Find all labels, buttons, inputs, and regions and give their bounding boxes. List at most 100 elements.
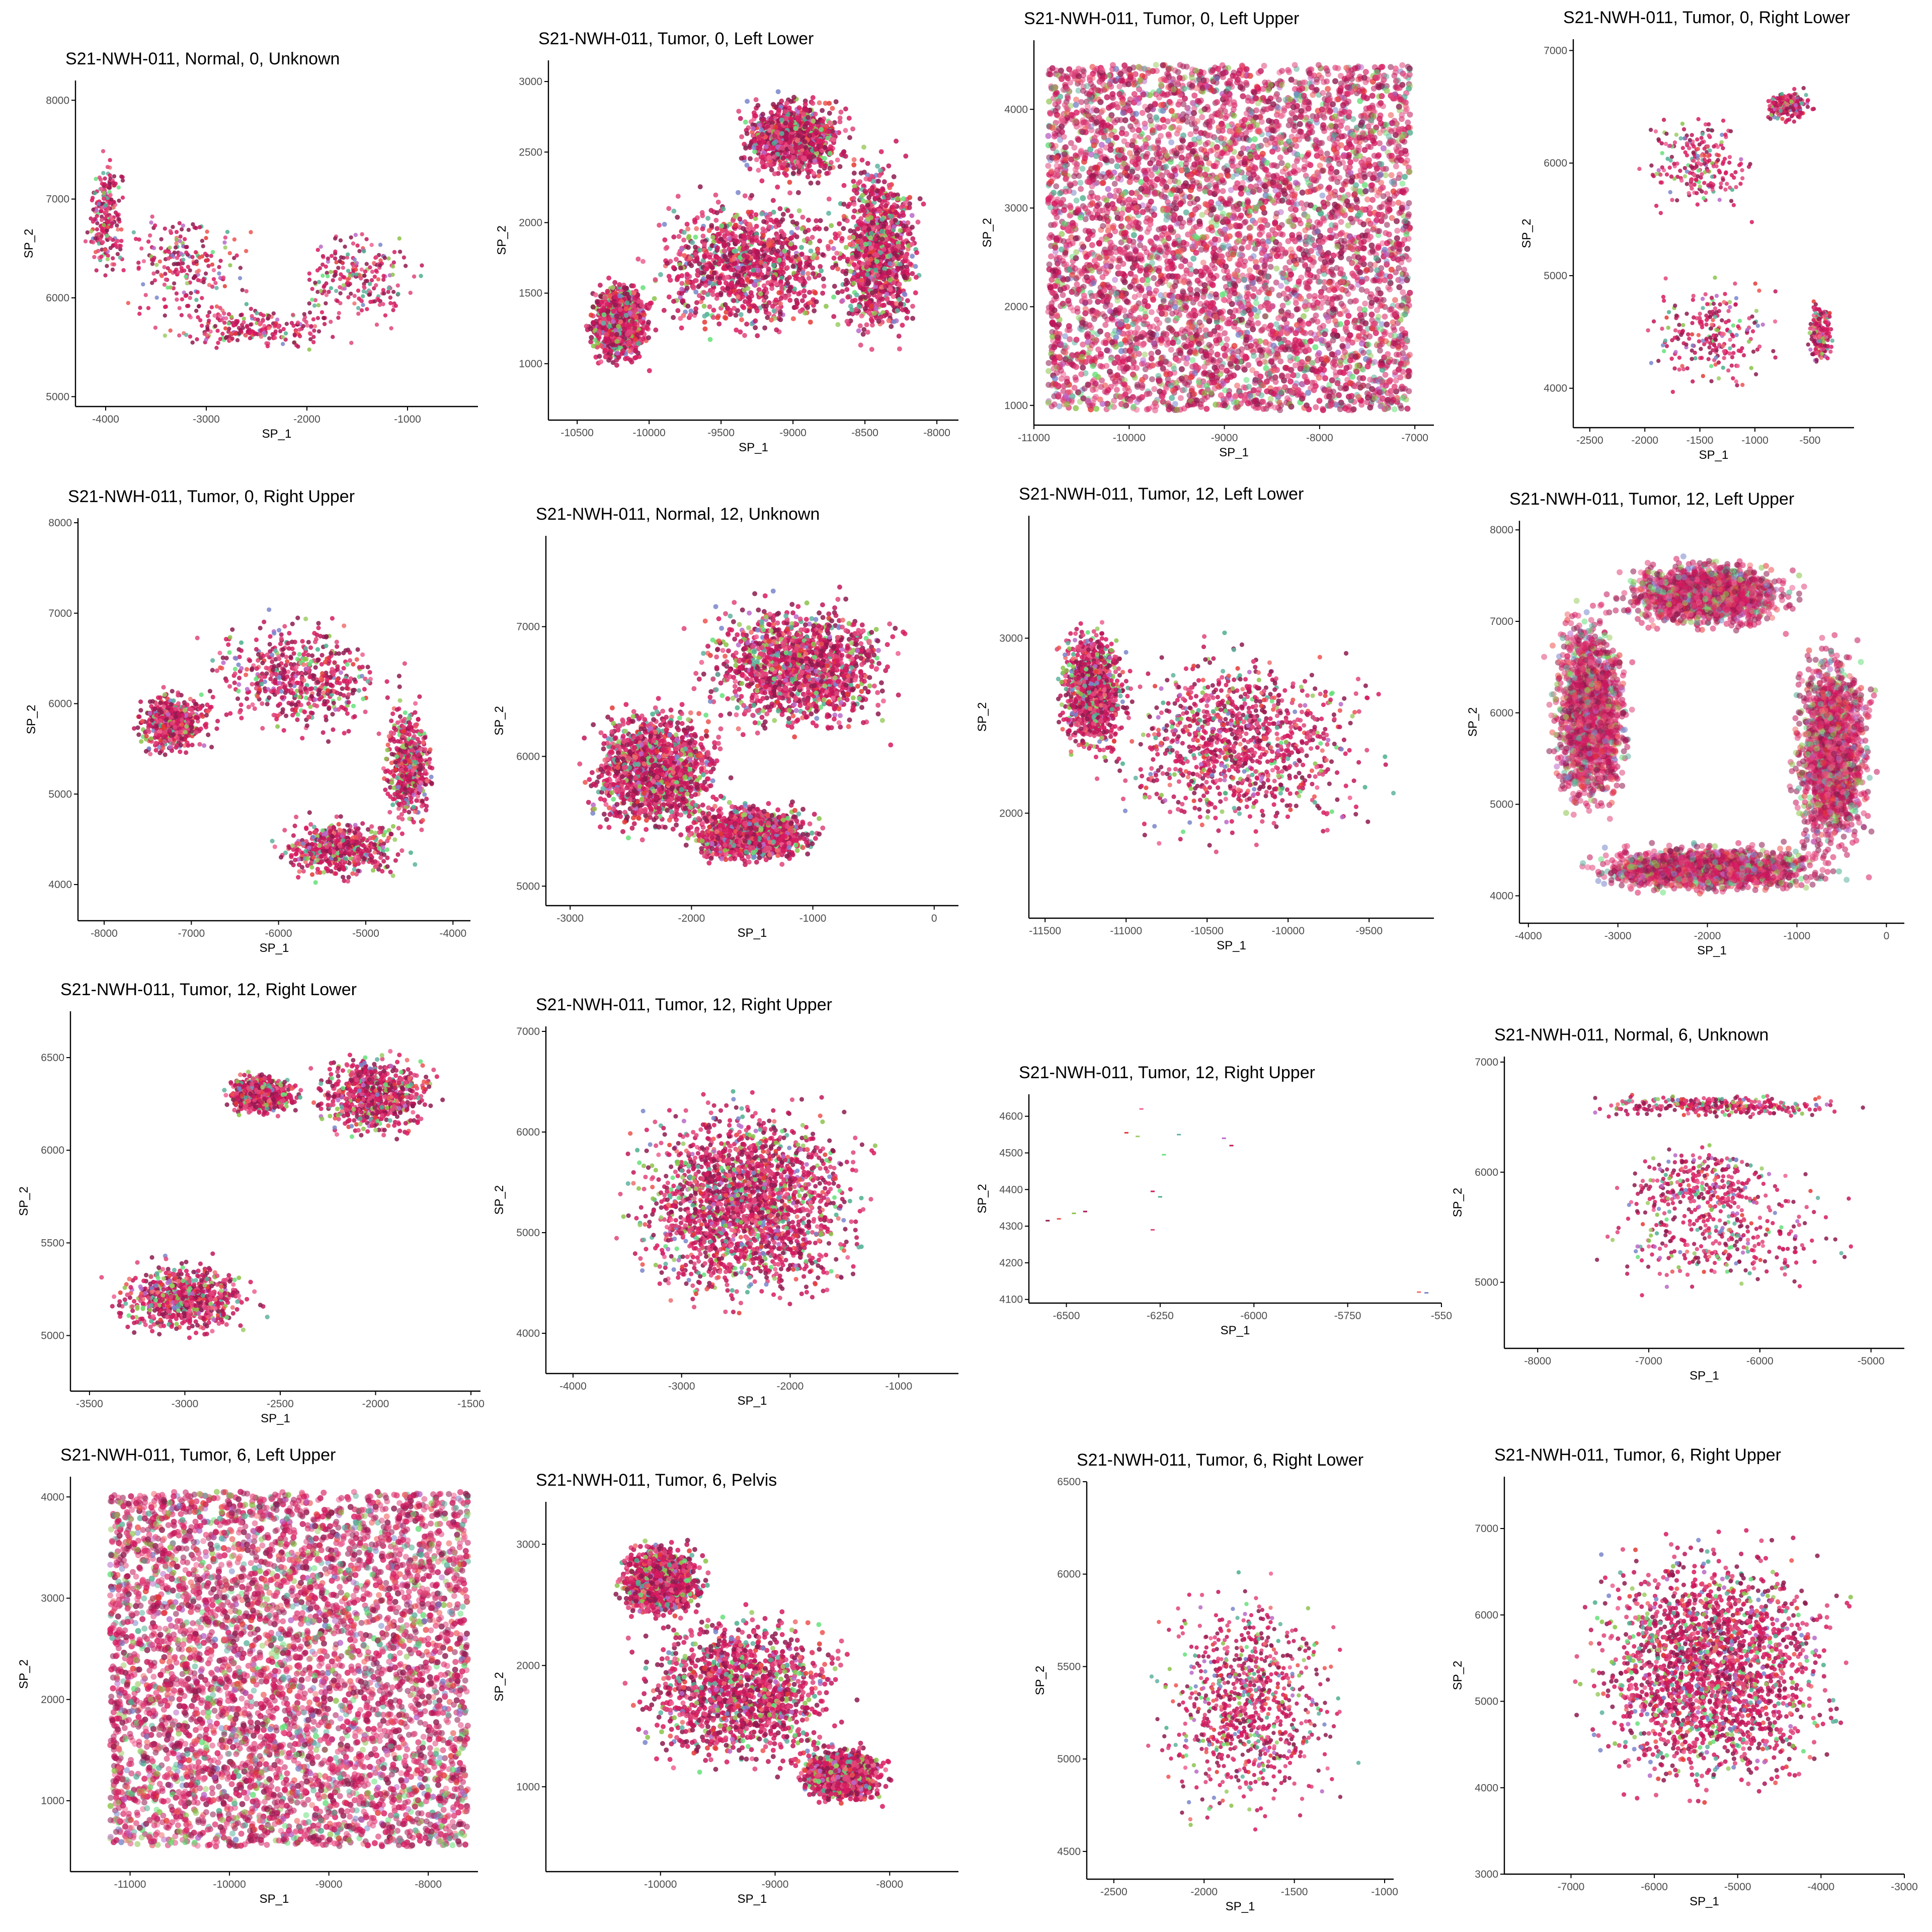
data-point: [174, 242, 178, 246]
data-point: [852, 157, 857, 162]
data-point: [838, 110, 843, 115]
data-point: [843, 128, 848, 133]
data-point: [776, 223, 781, 228]
data-point: [212, 277, 216, 281]
data-point: [622, 291, 627, 296]
data-point: [281, 335, 285, 339]
data-point: [163, 334, 167, 338]
y-tick-label: 5000: [46, 391, 69, 403]
data-point: [353, 294, 357, 298]
data-point: [420, 263, 424, 267]
data-point: [903, 275, 908, 280]
data-point: [337, 311, 341, 315]
data-point: [723, 281, 729, 286]
data-point: [743, 120, 748, 125]
data-point: [239, 329, 243, 333]
data-point: [845, 319, 850, 324]
data-point: [829, 223, 834, 228]
data-point: [757, 140, 762, 145]
data-point: [835, 267, 840, 272]
data-point: [879, 149, 884, 154]
data-point: [137, 266, 141, 270]
data-point: [207, 310, 211, 314]
data-point: [319, 245, 323, 249]
data-point: [166, 266, 170, 270]
data-point: [753, 113, 758, 118]
data-point: [217, 265, 221, 269]
data-point: [715, 246, 720, 251]
data-point: [86, 230, 90, 234]
data-point: [623, 356, 628, 361]
data-point: [95, 208, 99, 212]
data-point: [713, 193, 718, 198]
data-point: [266, 316, 270, 320]
data-point: [221, 276, 225, 280]
data-point: [791, 95, 796, 100]
data-point: [851, 179, 856, 184]
data-point: [745, 131, 750, 136]
data-point: [636, 341, 641, 346]
data-point: [195, 337, 199, 341]
data-point: [861, 145, 866, 150]
data-point: [739, 134, 744, 139]
data-point: [687, 234, 692, 239]
data-point: [857, 304, 862, 309]
data-point: [720, 228, 726, 233]
data-point: [141, 282, 145, 286]
data-point: [876, 179, 881, 184]
data-point: [802, 294, 807, 299]
data-point: [887, 271, 892, 276]
data-point: [905, 315, 910, 320]
y-tick-label: 6000: [46, 292, 69, 304]
data-point: [832, 137, 837, 142]
data-point: [694, 278, 699, 283]
data-point: [801, 288, 807, 293]
data-point: [103, 177, 107, 181]
data-point: [710, 235, 715, 240]
data-point: [346, 295, 350, 299]
data-point: [844, 287, 849, 292]
data-point: [736, 266, 741, 271]
data-point: [179, 234, 183, 238]
scatter-points: [584, 89, 926, 373]
data-point: [202, 280, 206, 284]
data-point: [109, 198, 113, 202]
data-point: [153, 223, 157, 227]
data-point: [360, 232, 364, 236]
data-point: [799, 252, 804, 257]
data-point: [847, 235, 852, 240]
data-point: [154, 263, 158, 267]
data-point: [304, 320, 308, 324]
data-point: [370, 278, 374, 282]
data-point: [829, 239, 834, 245]
data-point: [101, 149, 105, 153]
data-point: [248, 331, 252, 335]
data-point: [242, 320, 246, 324]
data-point: [863, 295, 868, 300]
data-point: [108, 201, 112, 205]
data-point: [778, 296, 783, 301]
data-point: [858, 343, 863, 348]
data-point: [255, 311, 259, 315]
data-point: [832, 256, 837, 261]
data-point: [895, 308, 900, 313]
data-point: [851, 163, 856, 168]
data-point: [811, 95, 816, 100]
data-point: [212, 268, 216, 272]
data-point: [163, 313, 167, 317]
data-point: [771, 102, 776, 107]
data-point: [897, 297, 902, 302]
data-point: [315, 268, 319, 272]
data-point: [774, 328, 779, 333]
data-point: [865, 330, 870, 335]
data-point: [353, 258, 357, 262]
data-point: [284, 331, 288, 335]
data-point: [757, 123, 762, 128]
data-point: [679, 287, 684, 292]
data-point: [179, 252, 183, 256]
data-point: [907, 195, 912, 200]
data-point: [830, 106, 835, 111]
data-point: [226, 321, 230, 326]
data-point: [716, 321, 721, 327]
